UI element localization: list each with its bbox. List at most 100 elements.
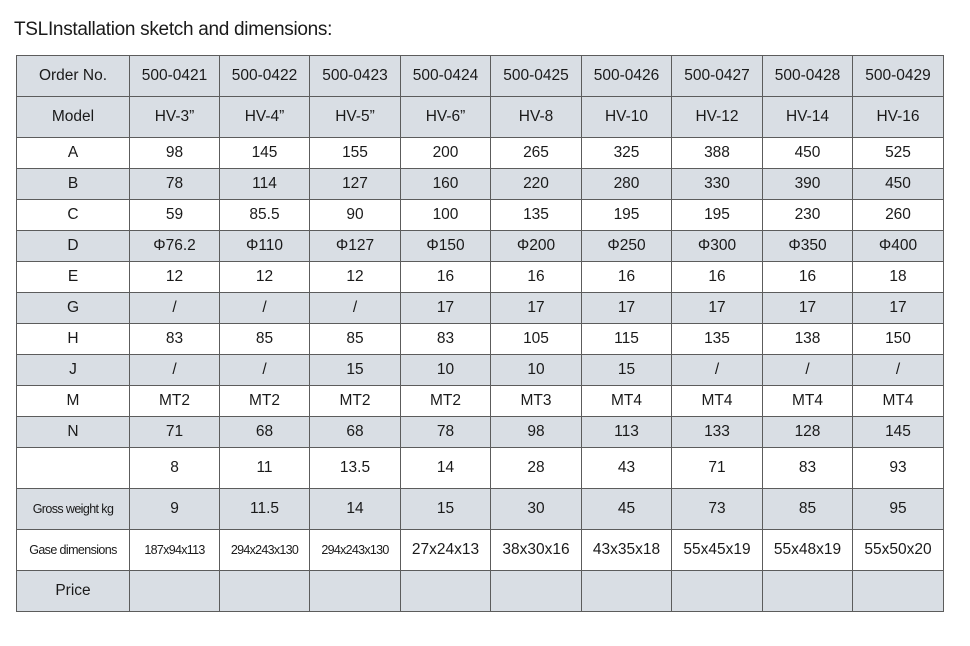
row-label: N — [16, 416, 130, 448]
table-cell: 17 — [852, 292, 944, 324]
table-cell: 150 — [852, 323, 944, 355]
table-cell: 500-0421 — [129, 55, 220, 97]
table-cell: 38x30x16 — [490, 529, 582, 571]
table-cell: 115 — [581, 323, 672, 355]
table-cell: 330 — [671, 168, 763, 200]
row-label: C — [16, 199, 130, 231]
table-cell: 100 — [400, 199, 491, 231]
row-label: Gross weight kg — [16, 488, 130, 530]
table-cell: 95 — [852, 488, 944, 530]
table-cell: / — [129, 292, 220, 324]
table-cell: 68 — [219, 416, 310, 448]
table-cell: 16 — [400, 261, 491, 293]
table-cell: Φ200 — [490, 230, 582, 262]
table-row: C 59 85.5 90 100 135 195 195 230 260 — [16, 199, 944, 231]
table-cell: 133 — [671, 416, 763, 448]
table-cell: / — [671, 354, 763, 386]
row-label: M — [16, 385, 130, 417]
table-cell: 160 — [400, 168, 491, 200]
table-cell: 85 — [309, 323, 401, 355]
table-cell: 16 — [671, 261, 763, 293]
table-cell: 10 — [400, 354, 491, 386]
table-cell: HV-4” — [219, 96, 310, 138]
row-label: D — [16, 230, 130, 262]
table-cell: 78 — [400, 416, 491, 448]
table-cell: 28 — [490, 447, 582, 489]
dimensions-table: Order No. 500-0421 500-0422 500-0423 500-042… — [16, 55, 944, 612]
table-cell: 83 — [762, 447, 853, 489]
table-cell: 14 — [309, 488, 401, 530]
table-cell: Φ250 — [581, 230, 672, 262]
table-row: 8 11 13.5 14 28 43 71 83 93 — [16, 447, 944, 489]
table-cell: 16 — [762, 261, 853, 293]
table-cell: 68 — [309, 416, 401, 448]
table-cell: 145 — [219, 137, 310, 169]
table-cell: HV-16 — [852, 96, 944, 138]
table-cell: 500-0424 — [400, 55, 491, 97]
table-cell: 55x50x20 — [852, 529, 944, 571]
table-cell: 85 — [219, 323, 310, 355]
table-cell — [400, 570, 491, 612]
table-row: Gross weight kg 9 11.5 14 15 30 45 73 85 95 — [16, 488, 944, 530]
table-cell: 85 — [762, 488, 853, 530]
table-cell: 71 — [671, 447, 763, 489]
table-cell: 16 — [581, 261, 672, 293]
table-cell — [309, 570, 401, 612]
table-cell: 8 — [129, 447, 220, 489]
row-label: H — [16, 323, 130, 355]
table-cell: 500-0425 — [490, 55, 582, 97]
table-cell: 78 — [129, 168, 220, 200]
table-cell: Φ300 — [671, 230, 763, 262]
row-label: A — [16, 137, 130, 169]
table-cell: Φ127 — [309, 230, 401, 262]
table-cell — [671, 570, 763, 612]
table-cell: 500-0428 — [762, 55, 853, 97]
table-row: A 98 145 155 200 265 325 388 450 525 — [16, 137, 944, 169]
table-cell — [129, 570, 220, 612]
table-cell: 230 — [762, 199, 853, 231]
table-cell: 390 — [762, 168, 853, 200]
table-cell: 325 — [581, 137, 672, 169]
table-row: E 12 12 12 16 16 16 16 16 18 — [16, 261, 944, 293]
table-cell: Φ110 — [219, 230, 310, 262]
table-cell: 195 — [581, 199, 672, 231]
table-row: J //15 10 10 15// / — [16, 354, 944, 386]
table-cell: 294x243x130 — [219, 529, 310, 571]
table-cell: MT2 — [129, 385, 220, 417]
table-row: Gase dimensions 187x94x113 294x243x130 294x… — [16, 529, 944, 571]
table-cell: 105 — [490, 323, 582, 355]
table-cell: 145 — [852, 416, 944, 448]
table-cell: 59 — [129, 199, 220, 231]
table-cell: / — [852, 354, 944, 386]
table-cell: 500-0429 — [852, 55, 944, 97]
table-cell: 43x35x18 — [581, 529, 672, 571]
table-cell: 98 — [490, 416, 582, 448]
table-cell: 138 — [762, 323, 853, 355]
table-cell: HV-12 — [671, 96, 763, 138]
table-cell: Φ350 — [762, 230, 853, 262]
table-cell: 55x48x19 — [762, 529, 853, 571]
table-cell: HV-10 — [581, 96, 672, 138]
row-label: Model — [16, 96, 130, 138]
table-row: G / //17 17 17 17 17 17 — [16, 292, 944, 324]
table-cell: 17 — [581, 292, 672, 324]
table-row: Model HV-3” HV-4” HV-5” HV-6” HV-8 HV-10 HV-12 H… — [16, 96, 944, 138]
row-label: J — [16, 354, 130, 386]
table-cell: 15 — [309, 354, 401, 386]
table-cell: 90 — [309, 199, 401, 231]
table-cell: MT3 — [490, 385, 582, 417]
table-cell: Φ76.2 — [129, 230, 220, 262]
table-cell: 11.5 — [219, 488, 310, 530]
table-cell: 500-0427 — [671, 55, 763, 97]
table-cell: HV-6” — [400, 96, 491, 138]
table-cell: MT2 — [309, 385, 401, 417]
table-cell: 93 — [852, 447, 944, 489]
table-cell: 388 — [671, 137, 763, 169]
table-cell: MT2 — [400, 385, 491, 417]
table-cell: 17 — [400, 292, 491, 324]
table-row: H 83 85 85 83 105 115 135 138 150 — [16, 323, 944, 355]
table-cell: 128 — [762, 416, 853, 448]
table-cell: 195 — [671, 199, 763, 231]
table-cell: 11 — [219, 447, 310, 489]
table-cell: 10 — [490, 354, 582, 386]
